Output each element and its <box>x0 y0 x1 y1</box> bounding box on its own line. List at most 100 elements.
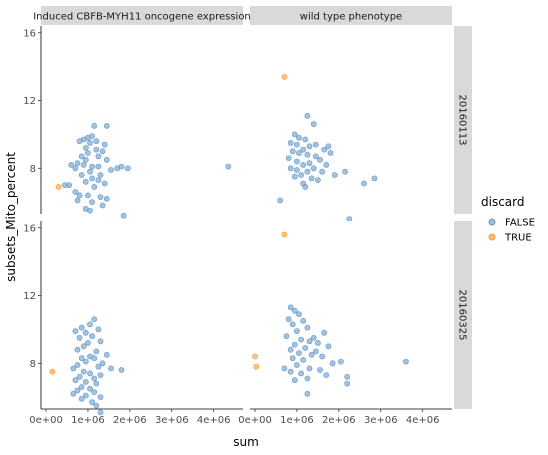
point-discard-false <box>82 178 89 185</box>
point-discard-false <box>91 355 98 362</box>
point-discard-false <box>108 167 114 173</box>
point-discard-false <box>70 365 77 372</box>
legend: discard FALSE TRUE <box>481 195 535 244</box>
point-discard-false <box>108 365 114 372</box>
legend-key-true <box>488 233 496 241</box>
point-discard-false <box>78 172 85 178</box>
point-discard-false <box>312 348 319 355</box>
point-discard-false <box>66 182 72 189</box>
point-discard-false <box>287 165 294 172</box>
point-discard-false <box>80 343 87 350</box>
point-discard-false <box>93 138 100 145</box>
point-discard-false <box>89 199 95 205</box>
legend-item-true: TRUE <box>488 233 532 244</box>
panel-20160113-induced <box>41 26 243 219</box>
point-discard-false <box>95 363 102 370</box>
point-discard-false <box>281 365 288 372</box>
x-tick-label: 3e+06 <box>364 415 398 426</box>
point-discard-false <box>87 139 93 146</box>
point-discard-false <box>402 358 409 365</box>
x-tick-label: 0e+00 <box>29 415 63 426</box>
point-discard-false <box>74 197 81 204</box>
point-discard-false <box>74 346 81 353</box>
point-discard-false <box>87 168 93 175</box>
point-discard-false <box>78 355 85 362</box>
point-discard-false <box>285 155 292 161</box>
panel-20160325-wildtype <box>250 221 452 409</box>
x-axis-title: sum <box>233 435 259 449</box>
point-discard-false <box>342 168 348 175</box>
y-tick-label: 12 <box>23 291 36 302</box>
point-discard-false <box>118 367 125 373</box>
point-discard-false <box>314 177 321 183</box>
point-discard-false <box>291 131 298 138</box>
strip-col-1-label: Induced CBFB-MYH11 oncogene expression <box>33 12 251 23</box>
point-discard-false <box>89 333 95 340</box>
point-discard-false <box>99 202 106 209</box>
point-discard-true <box>281 73 288 80</box>
point-discard-false <box>72 165 79 172</box>
x-tick-label: 2e+06 <box>322 415 356 426</box>
point-discard-false <box>327 150 334 156</box>
point-discard-false <box>293 141 300 148</box>
point-discard-false <box>72 328 79 334</box>
x-tick-label: 4e+06 <box>197 415 231 426</box>
panel-background <box>250 221 452 409</box>
point-discard-false <box>91 183 98 190</box>
point-discard-false <box>85 150 91 156</box>
point-discard-false <box>304 151 311 158</box>
point-discard-false <box>300 356 307 363</box>
point-discard-false <box>76 334 83 341</box>
point-discard-false <box>306 365 313 372</box>
point-discard-false <box>317 156 323 163</box>
point-discard-false <box>308 351 315 358</box>
point-discard-false <box>72 377 79 384</box>
point-discard-false <box>304 112 311 119</box>
point-discard-false <box>277 197 284 204</box>
point-discard-false <box>87 385 93 392</box>
strip-row-2-label: 20160325 <box>457 290 468 341</box>
point-discard-false <box>325 143 332 150</box>
point-discard-false <box>74 160 81 167</box>
point-discard-false <box>85 339 91 346</box>
panel-20160113-wildtype <box>250 26 452 222</box>
point-discard-false <box>91 389 98 395</box>
point-discard-false <box>97 372 104 378</box>
point-discard-false <box>296 150 302 156</box>
point-discard-false <box>300 161 307 168</box>
point-discard-false <box>302 345 309 351</box>
x-tick-label: 3e+06 <box>155 415 189 426</box>
x-tick-label: 1e+06 <box>71 415 105 426</box>
x-tick-label: 2e+06 <box>113 415 147 426</box>
point-discard-false <box>296 350 302 356</box>
point-discard-false <box>87 321 93 328</box>
point-discard-false <box>78 153 85 160</box>
point-discard-false <box>76 138 83 145</box>
point-discard-false <box>87 370 93 377</box>
point-discard-false <box>124 165 131 172</box>
point-discard-false <box>302 136 309 143</box>
point-discard-false <box>87 207 93 214</box>
point-discard-false <box>68 161 75 168</box>
point-discard-false <box>291 377 298 384</box>
point-discard-false <box>323 372 330 378</box>
point-discard-false <box>304 324 311 331</box>
point-discard-false <box>99 148 106 155</box>
point-discard-false <box>319 168 325 175</box>
point-discard-false <box>82 378 89 385</box>
point-discard-false <box>296 134 302 141</box>
point-discard-false <box>76 192 83 199</box>
strip-col-2: wild type phenotype <box>250 6 452 25</box>
point-discard-false <box>89 175 95 182</box>
point-discard-false <box>74 387 81 394</box>
point-discard-false <box>95 177 102 183</box>
point-discard-false <box>285 316 292 323</box>
point-discard-false <box>361 180 367 187</box>
point-discard-false <box>82 358 89 365</box>
point-discard-false <box>72 189 79 195</box>
point-discard-false <box>85 192 91 199</box>
legend-key-false <box>488 218 496 226</box>
point-discard-false <box>291 173 298 180</box>
point-discard-false <box>78 384 85 390</box>
point-discard-false <box>78 324 85 331</box>
